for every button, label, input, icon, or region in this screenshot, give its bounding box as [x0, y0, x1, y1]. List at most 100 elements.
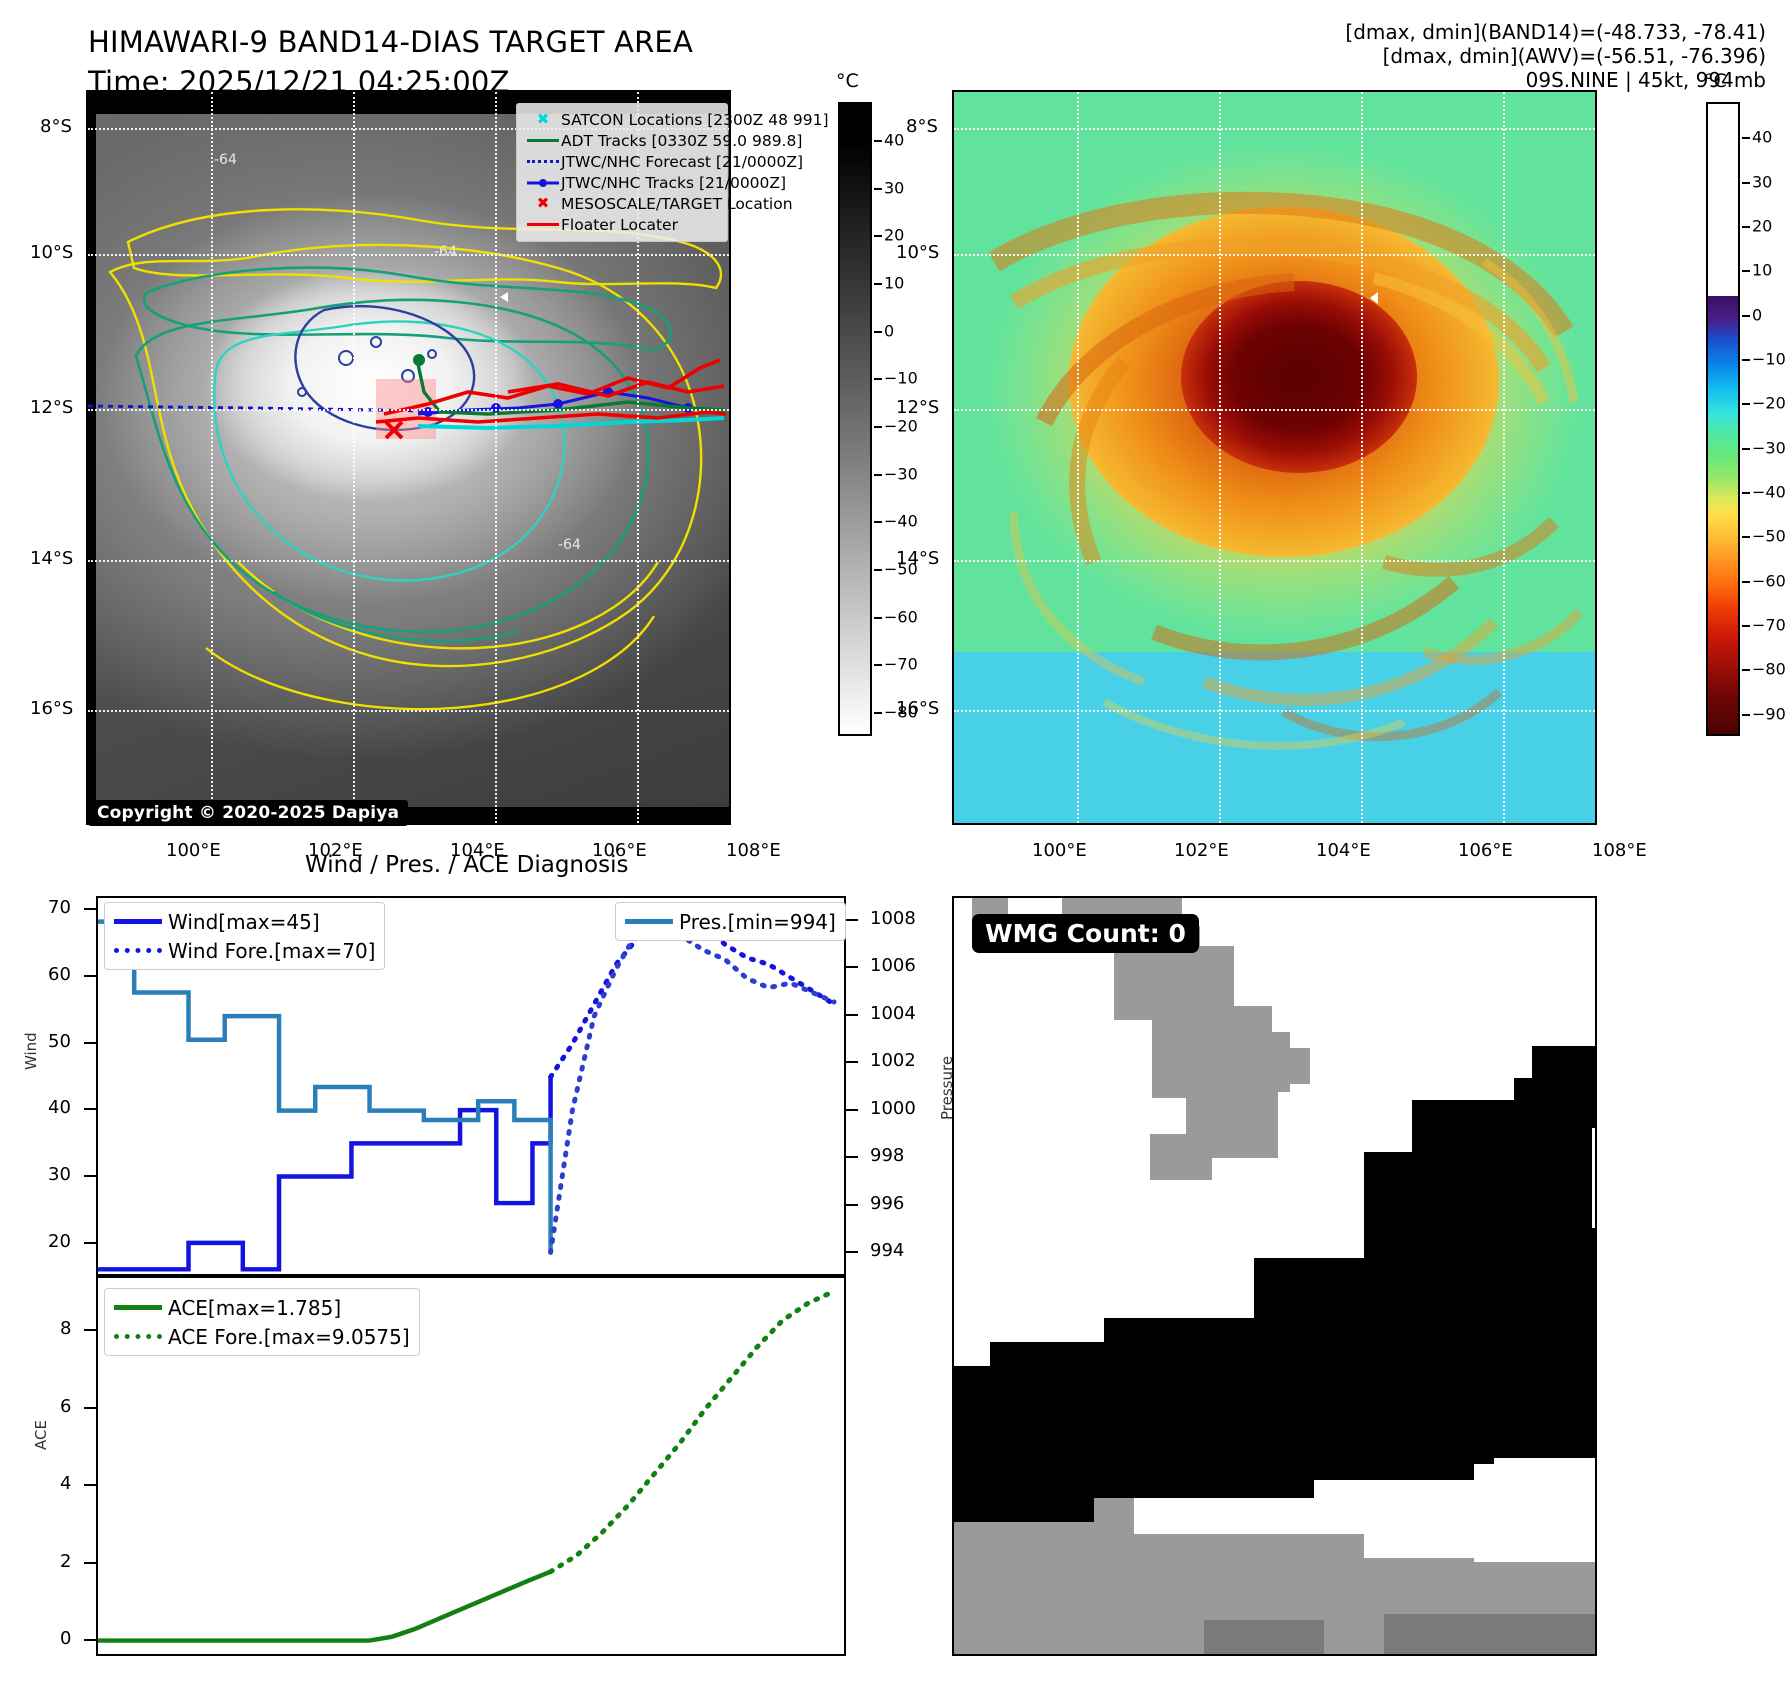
legend-item-adt[interactable]: ADT Tracks [0330Z 59.0 989.8]	[525, 130, 802, 151]
legend-label: Wind[max=45]	[168, 909, 320, 934]
axis-tickmark	[84, 1175, 96, 1177]
colorbar-tick: −40	[884, 511, 918, 531]
colorbar-tickmark	[1742, 359, 1750, 362]
axis-tickmark	[84, 1241, 96, 1244]
legend-item-wind-forecast[interactable]: Wind Fore.[max=70]	[114, 936, 375, 965]
colorbar-tick: −30	[884, 464, 918, 484]
colorbar-tickmark	[874, 378, 882, 381]
legend-label: ACE Fore.[max=9.0575]	[168, 1324, 410, 1349]
bd-enhanced-satellite-map[interactable]	[952, 90, 1597, 825]
ir-lon-tick: 108°E	[726, 840, 781, 861]
colorbar-tickmark	[874, 521, 882, 524]
axis-tickmark	[846, 1156, 858, 1159]
bd-lon-tick: 100°E	[1032, 840, 1087, 861]
axis-tick-label: 1004	[870, 1002, 916, 1024]
ir-gridline-lat-12	[88, 409, 729, 411]
legend-item-ace[interactable]: ACE[max=1.785]	[114, 1293, 410, 1322]
colorbar-tickmark	[874, 426, 882, 429]
axis-tickmark	[84, 1484, 96, 1487]
ir-lon-tick: 102°E	[308, 840, 363, 861]
colorbar-tick: 30	[884, 178, 905, 198]
legend-item-satcon[interactable]: ✖ SATCON Locations [2300Z 48 991]	[525, 109, 829, 130]
ace-forecast-dotted-icon	[114, 1334, 168, 1339]
axis-tickmark	[84, 975, 96, 977]
legend-item-floater-locater[interactable]: Floater Locater	[525, 214, 719, 235]
axis-tick-label: 8	[60, 1318, 72, 1340]
colorbar-tickmark	[1742, 669, 1750, 672]
ir-lat-tick: 8°S	[40, 116, 72, 137]
axis-tickmark	[84, 1406, 96, 1409]
axis-tickmark	[84, 1108, 96, 1111]
colorbar-tick: 20	[1752, 216, 1773, 236]
bd-lon-tick: 104°E	[1316, 840, 1371, 861]
legend-item-jtwc-tracks[interactable]: JTWC/NHC Tracks [21/0000Z]	[525, 172, 786, 193]
gray-colorbar-unit: °C	[836, 70, 859, 92]
axis-tick-label: 50	[48, 1030, 71, 1052]
ace-chart[interactable]	[96, 1276, 846, 1656]
ir-map-legend: ✖ SATCON Locations [2300Z 48 991] ADT Tr…	[516, 103, 829, 242]
wmg-mask-panel[interactable]: WMG Count: 0	[952, 896, 1597, 1656]
colorbar-tick: −80	[1752, 659, 1786, 679]
colorbar-tickmark	[1742, 314, 1750, 317]
axis-tickmark	[846, 1061, 858, 1064]
colorbar-tick: −60	[884, 607, 918, 627]
legend-label: ACE[max=1.785]	[168, 1295, 342, 1320]
axis-tick-label: 1000	[870, 1097, 916, 1119]
colorbar-tickmark	[1742, 181, 1750, 184]
ir-gridline-lat-8	[88, 128, 729, 130]
axis-tick-label: 4	[60, 1473, 72, 1495]
gray-colorbar	[838, 102, 872, 736]
colorbar-tick: −90	[1752, 704, 1786, 724]
colorbar-tick: −50	[1752, 526, 1786, 546]
colorbar-tickmark	[1742, 447, 1750, 450]
pressure-line-icon	[625, 919, 679, 924]
ir-lon-tick: 104°E	[450, 840, 505, 861]
legend-label: ADT Tracks [0330Z 59.0 989.8]	[561, 131, 803, 150]
ir-gridline-lat-10	[88, 254, 729, 256]
colorbar-tick: −10	[884, 368, 918, 388]
legend-item-jtwc-forecast[interactable]: JTWC/NHC Forecast [21/0000Z]	[525, 151, 803, 172]
colorbar-tickmark	[874, 235, 882, 238]
bd-lon-tick: 106°E	[1458, 840, 1513, 861]
colorbar-tick: 30	[1752, 172, 1773, 192]
colorbar-tick: 40	[884, 130, 905, 150]
axis-tick-label: 70	[48, 897, 71, 919]
bd-lat-tick: 14°S	[896, 548, 940, 569]
floater-line-icon	[525, 223, 561, 226]
axis-tick-label: 998	[870, 1145, 905, 1167]
legend-item-mesoscale-target[interactable]: ✖ MESOSCALE/TARGET Location	[525, 193, 793, 214]
colorbar-tick: −50	[884, 559, 918, 579]
ir-lat-tick: 14°S	[30, 548, 74, 569]
contour-label-64-a: -64	[434, 244, 457, 260]
copyright-watermark: Copyright © 2020-2025 Dapiya	[88, 800, 409, 826]
legend-item-pressure[interactable]: Pres.[min=994]	[625, 907, 836, 936]
colorbar-tick: −70	[1752, 615, 1786, 635]
bd-gridline-lon-100	[1077, 92, 1079, 823]
legend-label: JTWC/NHC Tracks [21/0000Z]	[561, 173, 787, 192]
legend-item-wind[interactable]: Wind[max=45]	[114, 907, 375, 936]
legend-label: JTWC/NHC Forecast [21/0000Z]	[561, 152, 804, 171]
bd-lat-tick: 8°S	[906, 116, 938, 137]
colorbar-tick: 20	[884, 225, 905, 245]
storm-summary-line: 09S.NINE | 45kt, 994mb	[1525, 68, 1766, 92]
axis-tick-label: 40	[48, 1097, 71, 1119]
ace-plot	[98, 1288, 837, 1643]
bd-colorbar-unit: °C	[1704, 70, 1727, 92]
colorbar-tickmark	[1742, 226, 1750, 229]
axis-tick-label: 1002	[870, 1050, 916, 1072]
axis-tickmark	[846, 1013, 858, 1016]
axis-tickmark	[84, 908, 96, 911]
legend-item-ace-forecast[interactable]: ACE Fore.[max=9.0575]	[114, 1322, 410, 1351]
bd-lat-tick: 12°S	[896, 397, 940, 418]
wind-line-icon	[114, 919, 168, 924]
header-metadata: [dmax, dmin](BAND14)=(-48.733, -78.41) […	[1345, 20, 1766, 92]
ace-axis-label: ACE	[32, 1420, 50, 1450]
colorbar-tickmark	[1742, 270, 1750, 273]
axis-tickmark	[846, 918, 858, 921]
ir-lon-tick: 100°E	[166, 840, 221, 861]
bd-gridline-lat-12	[954, 409, 1595, 411]
colorbar-tickmark	[1742, 403, 1750, 406]
bd-lat-tick: 16°S	[896, 698, 940, 719]
ir-lat-tick: 10°S	[30, 242, 74, 263]
colorbar-tick: −20	[884, 416, 918, 436]
